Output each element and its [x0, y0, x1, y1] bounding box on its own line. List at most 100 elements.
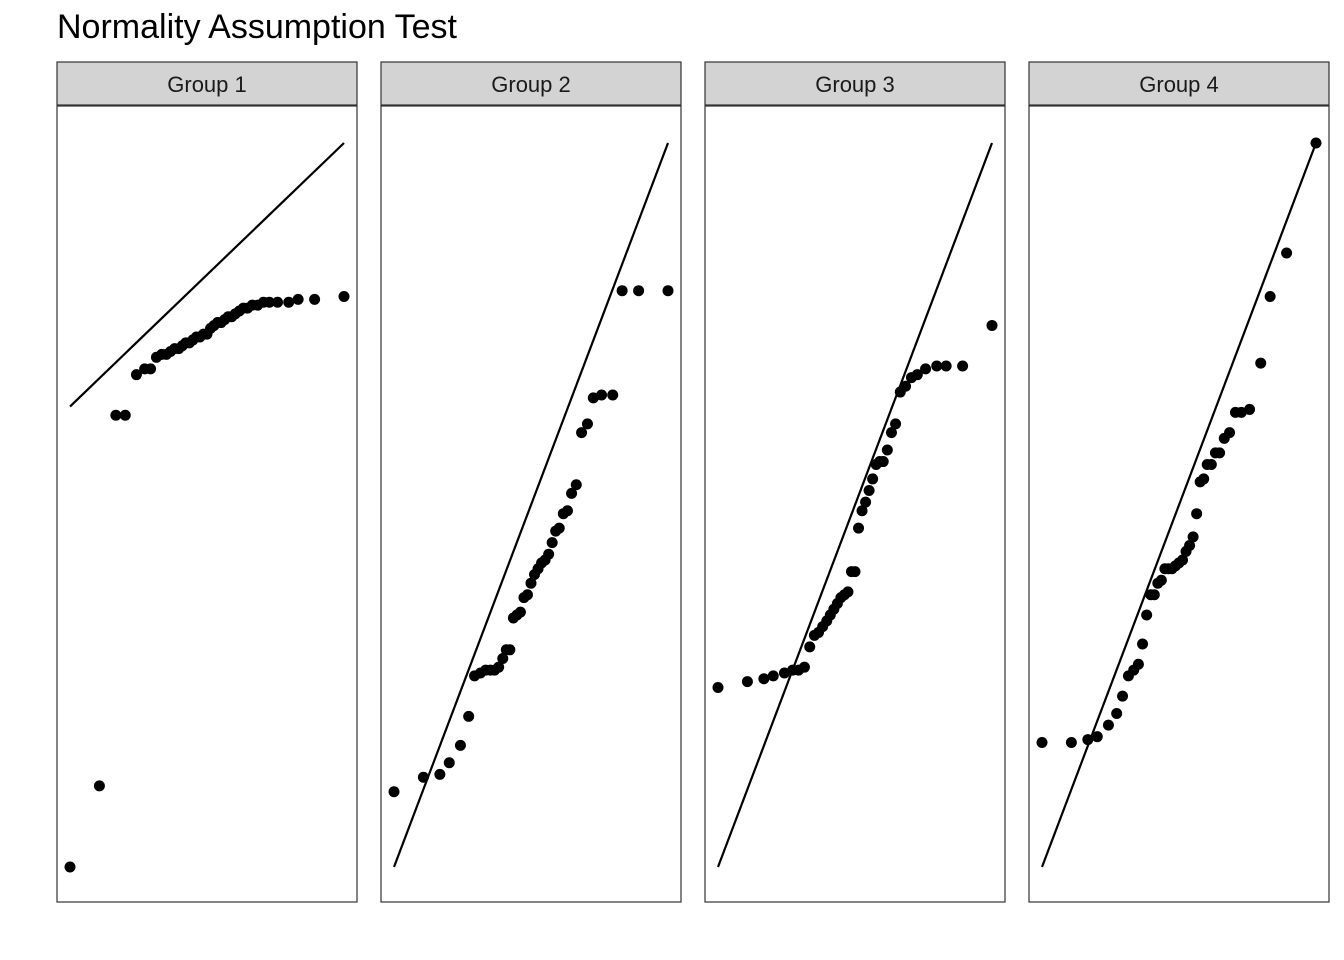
qq-reference-line — [1040, 142, 1318, 868]
facet-strip-label: Group 4 — [1139, 72, 1219, 97]
qq-point — [576, 427, 588, 439]
qq-point — [712, 681, 724, 693]
qq-point — [553, 522, 565, 534]
qq-point — [856, 505, 868, 517]
qq-point — [860, 496, 872, 508]
qq-point — [940, 360, 952, 372]
qq-point — [1224, 427, 1236, 439]
qq-point — [504, 644, 516, 656]
qq-point — [1036, 736, 1048, 748]
qq-point — [570, 479, 582, 491]
qq-point — [1091, 731, 1103, 743]
qq-point — [1065, 736, 1077, 748]
qq-point — [1264, 290, 1276, 302]
qq-point — [741, 676, 753, 688]
qq-point — [607, 389, 619, 401]
qq-point — [388, 786, 400, 798]
qq-point — [596, 389, 608, 401]
facet-strip — [1028, 61, 1330, 106]
panel-border — [56, 105, 358, 903]
qq-point — [804, 641, 816, 653]
qq-point — [1137, 638, 1149, 650]
qq-point — [434, 768, 446, 780]
qq-point — [493, 661, 505, 673]
facet-panel-2: Group 2 — [380, 61, 682, 903]
qq-point — [758, 673, 770, 685]
qq-point — [890, 418, 902, 430]
facet-strip — [380, 61, 682, 106]
qq-point — [853, 522, 865, 534]
qq-point — [1184, 540, 1196, 552]
qq-point — [1141, 609, 1153, 621]
facet-strip — [56, 61, 358, 106]
qq-point — [1187, 531, 1199, 543]
qq-point — [119, 409, 131, 421]
qq-point — [986, 319, 998, 331]
qq-point — [1310, 137, 1322, 149]
qq-point — [1102, 719, 1114, 731]
qq-reference-line — [392, 142, 670, 868]
qq-point — [1205, 458, 1217, 470]
qq-point — [543, 548, 555, 560]
qq-point — [1132, 658, 1144, 670]
qq-point — [521, 589, 533, 601]
qq-point — [957, 360, 969, 372]
qq-point — [417, 771, 429, 783]
qq-point — [1177, 554, 1189, 566]
qq-point — [877, 456, 889, 468]
qq-point — [849, 566, 861, 578]
qq-point — [842, 586, 854, 598]
facet-strip-label: Group 1 — [167, 72, 247, 97]
qq-point — [546, 537, 558, 549]
qq-point — [272, 296, 284, 308]
qq-point — [566, 487, 578, 499]
qq-point — [93, 780, 105, 792]
qq-point — [920, 363, 932, 375]
facet-panel-4: Group 4 — [1028, 61, 1330, 903]
qq-point — [867, 473, 879, 485]
qq-point — [525, 577, 537, 589]
qq-point — [798, 661, 810, 673]
qq-point — [283, 296, 295, 308]
qq-point — [767, 670, 779, 682]
qq-point — [338, 290, 350, 302]
qq-point — [443, 757, 455, 769]
qq-point — [497, 652, 509, 664]
qq-point — [863, 485, 875, 497]
chart-title: Normality Assumption Test — [57, 8, 457, 46]
qq-point — [1281, 247, 1293, 259]
qq-point — [1214, 447, 1226, 459]
qq-point — [110, 409, 122, 421]
qq-point — [616, 285, 628, 297]
qq-point — [1082, 734, 1094, 746]
qq-point — [130, 369, 142, 381]
qq-point — [931, 360, 943, 372]
qq-point — [1155, 574, 1167, 586]
facet-strip — [704, 61, 1006, 106]
qq-point — [900, 380, 912, 392]
qq-point — [263, 296, 275, 308]
qq-point — [1255, 357, 1267, 369]
qq-point — [633, 285, 645, 297]
qq-point — [454, 739, 466, 751]
qq-point — [1198, 473, 1210, 485]
qq-point — [885, 427, 897, 439]
facet-panel-1: Group 1 — [56, 61, 358, 903]
facet-strip-label: Group 2 — [491, 72, 571, 97]
facet-panel-3: Group 3 — [704, 61, 1006, 903]
qq-point — [561, 505, 573, 517]
qq-point — [514, 606, 526, 618]
qq-point — [145, 363, 157, 375]
facet-strip-label: Group 3 — [815, 72, 895, 97]
qq-point — [1111, 708, 1123, 720]
qq-point — [1244, 403, 1256, 415]
qq-point — [662, 285, 674, 297]
qq-reference-line — [716, 142, 994, 868]
qq-point — [463, 710, 475, 722]
qq-point — [1148, 589, 1160, 601]
qq-point — [309, 293, 321, 305]
qq-point — [64, 861, 76, 873]
qq-point — [911, 369, 923, 381]
qq-point — [881, 444, 893, 456]
